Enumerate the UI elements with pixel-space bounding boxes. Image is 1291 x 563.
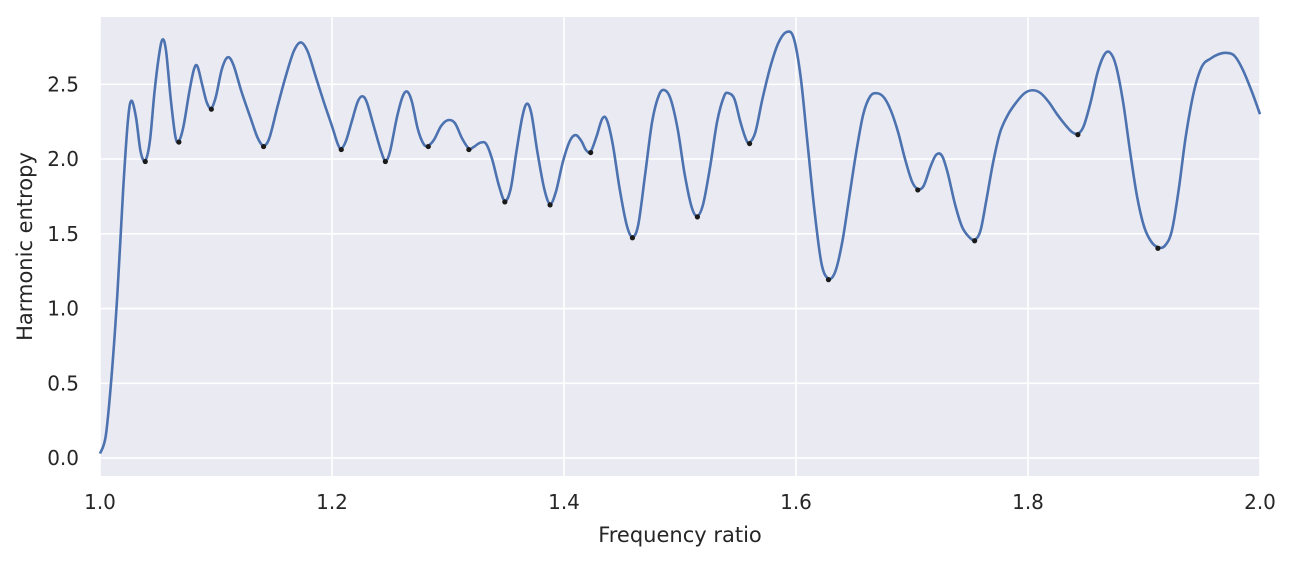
local-minimum-point — [915, 187, 921, 193]
tick-labels: 1.0 1.2 1.4 1.6 1.8 2.0 0.0 0.5 1.0 1.5 2.0 2.5 — [47, 72, 1276, 514]
data-series — [98, 30, 1262, 455]
local-minimum-point — [972, 238, 978, 244]
local-minimum-point — [176, 139, 182, 145]
local-minimum-point — [825, 277, 832, 283]
local-minimum-point — [1075, 132, 1081, 138]
x-tick-label: 1.0 — [84, 490, 116, 514]
x-tick-label: 1.8 — [1012, 490, 1044, 514]
y-tick-label: 1.5 — [47, 222, 79, 246]
local-minimum-point — [466, 146, 472, 153]
x-tick-label: 2.0 — [1244, 490, 1276, 514]
x-tick-label: 1.6 — [780, 490, 812, 514]
x-axis-label: Frequency ratio — [598, 523, 762, 547]
local-minimum-point — [142, 158, 148, 165]
local-minimum-point — [502, 199, 508, 205]
local-minimum-point — [382, 158, 388, 165]
grid-lines — [99, 17, 1261, 476]
y-tick-label: 1.0 — [47, 297, 79, 321]
plot-background — [100, 17, 1260, 476]
local-minimum-point — [747, 140, 753, 147]
y-tick-label: 0.0 — [47, 446, 79, 470]
local-minimum-point — [1155, 245, 1161, 251]
x-tick-label: 1.2 — [316, 490, 348, 514]
local-minimum-point — [629, 235, 636, 241]
local-minimum-point — [694, 214, 701, 220]
y-tick-label: 2.0 — [47, 147, 79, 171]
y-axis-label: Harmonic entropy — [13, 152, 37, 341]
local-minimum-point — [208, 106, 214, 112]
x-tick-label: 1.4 — [548, 490, 580, 514]
local-minimum-point — [338, 146, 344, 153]
y-tick-label: 0.5 — [47, 371, 79, 395]
local-minimum-point — [547, 202, 553, 208]
local-minimum-point — [260, 143, 267, 150]
entropy-curve — [98, 30, 1262, 455]
local-minimum-point — [425, 143, 431, 150]
local-minimum-point — [588, 149, 594, 156]
y-tick-label: 2.5 — [47, 72, 79, 96]
